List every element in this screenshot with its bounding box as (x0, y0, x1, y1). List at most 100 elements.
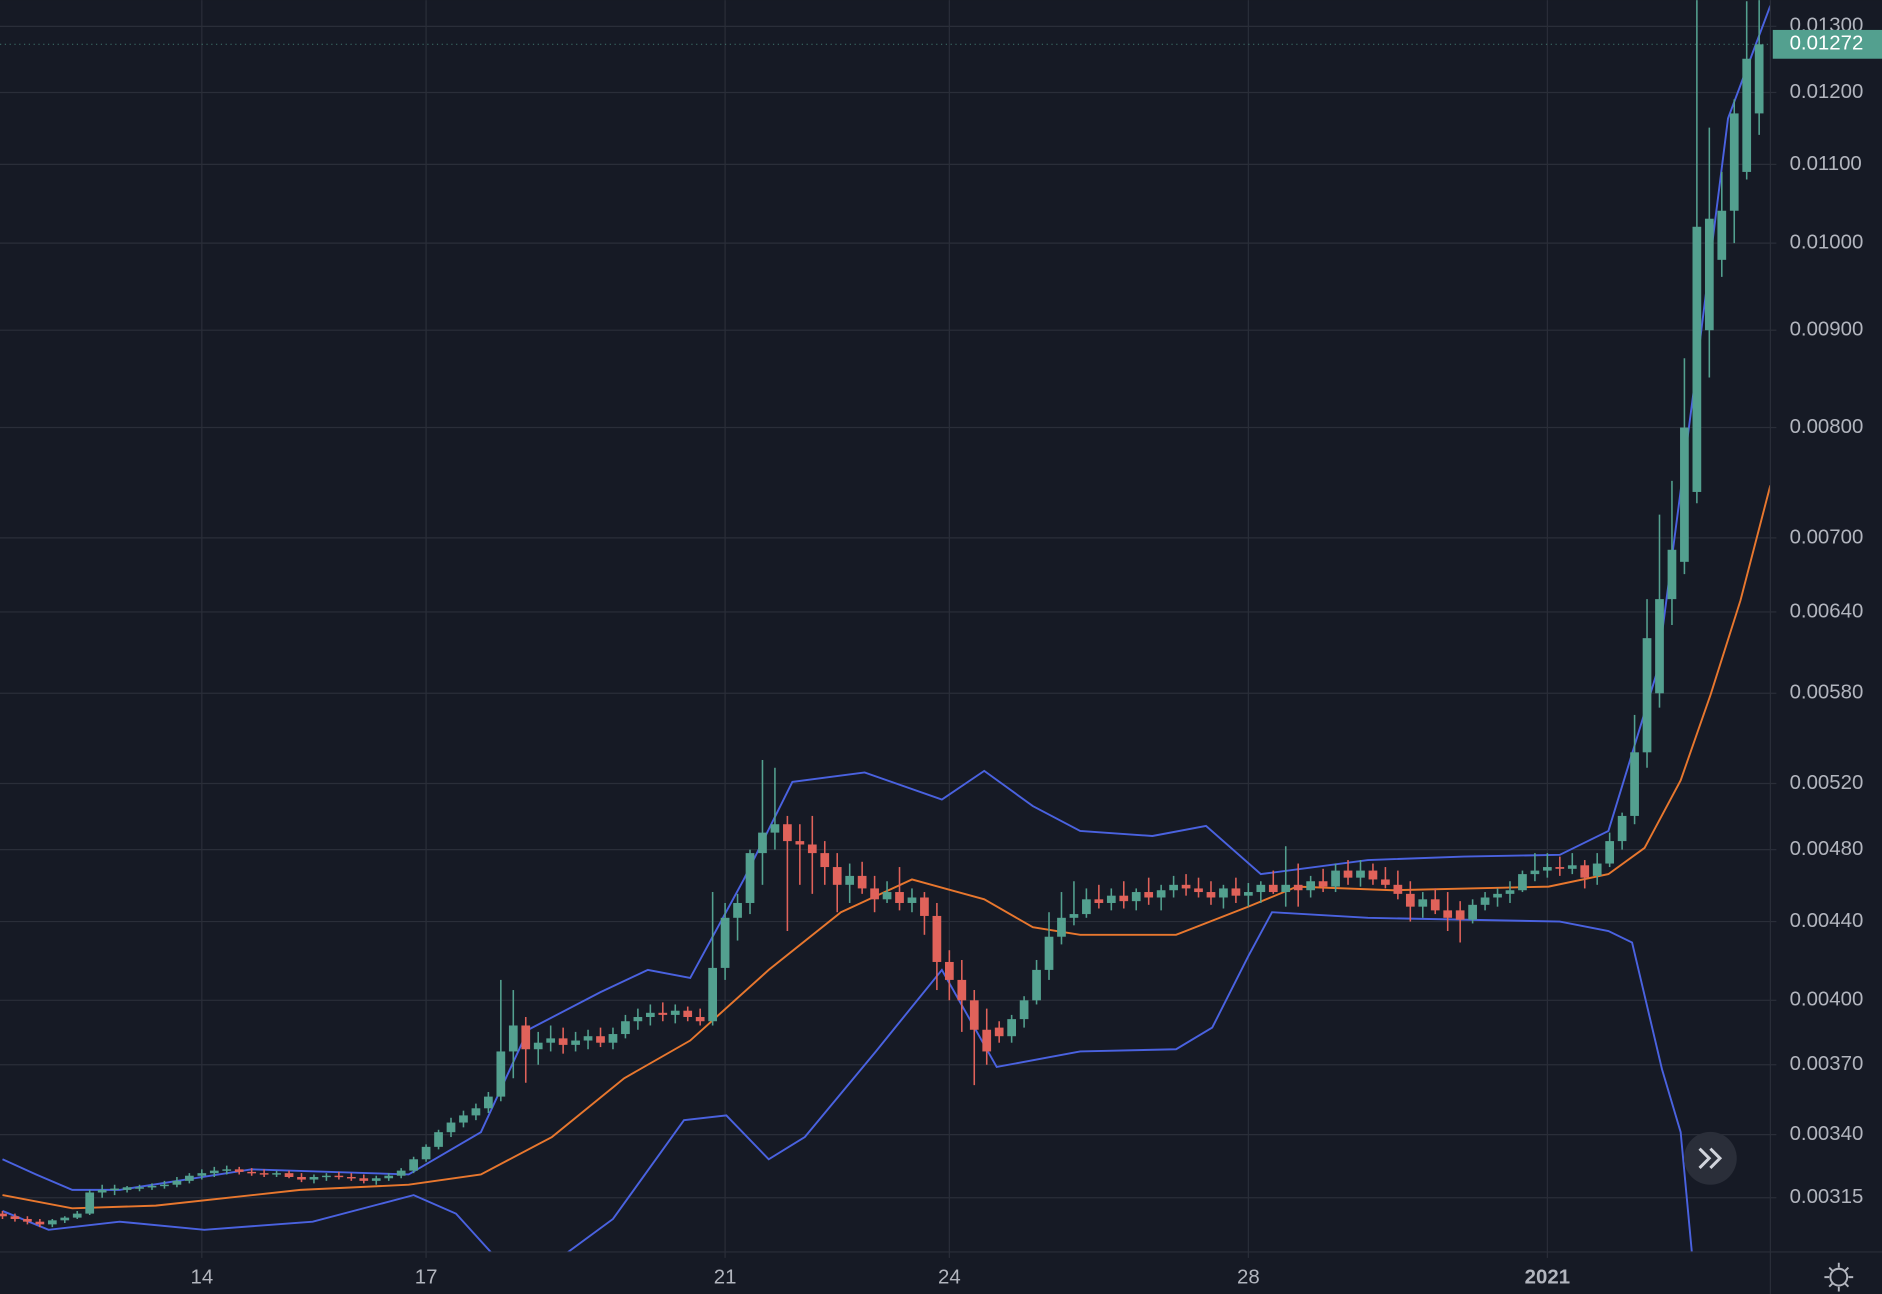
x-tick-label: 24 (938, 1267, 961, 1289)
candle-body (1032, 969, 1041, 1001)
candle-body (845, 875, 855, 885)
candle-body (1642, 638, 1652, 753)
candle-body (1480, 897, 1490, 905)
candle (1106, 888, 1116, 911)
candle-body (546, 1038, 556, 1043)
candle-body (1530, 870, 1540, 875)
candle (1381, 867, 1390, 889)
y-tick-label: 0.00640 (1790, 600, 1864, 622)
candle-body (1505, 890, 1515, 894)
candle (994, 1021, 1004, 1043)
settings-button[interactable] (1824, 1262, 1854, 1292)
candle-body (110, 1188, 119, 1191)
candle-body (1430, 899, 1440, 911)
candle (85, 1189, 95, 1215)
candle (907, 888, 917, 913)
candle (1044, 912, 1054, 980)
candle (1281, 846, 1291, 907)
candle (0, 1210, 7, 1219)
candle (1493, 888, 1502, 907)
candle (944, 950, 954, 1001)
candle (1293, 863, 1303, 907)
candle-body (209, 1170, 219, 1174)
candle-body (135, 1187, 144, 1189)
candle (621, 1014, 630, 1039)
candle (97, 1184, 107, 1198)
candle (284, 1170, 294, 1179)
candle-body (1418, 899, 1428, 907)
candle-body (1131, 892, 1141, 902)
candle (1032, 959, 1041, 1005)
gear-icon[interactable] (1829, 1267, 1849, 1287)
y-tick-label: 0.00370 (1790, 1053, 1864, 1075)
candle-body (185, 1175, 194, 1181)
candle-body (1219, 888, 1228, 898)
y-tick-label: 0.01100 (1790, 153, 1862, 175)
candle-body (1455, 910, 1465, 920)
candle (35, 1218, 45, 1228)
candle (957, 959, 967, 1032)
candle (322, 1173, 331, 1181)
candle (1306, 875, 1316, 898)
x-tick-label: 21 (714, 1267, 737, 1289)
candle-body (484, 1096, 493, 1109)
candle-body (745, 853, 755, 903)
candle (234, 1166, 244, 1175)
candle (346, 1173, 356, 1181)
candle (122, 1186, 132, 1193)
candle (932, 902, 942, 991)
candle-body (508, 1025, 518, 1052)
candle (1518, 870, 1527, 893)
candle (558, 1027, 568, 1054)
candle-body (322, 1175, 331, 1178)
candle-body (421, 1146, 431, 1160)
candle (1331, 863, 1340, 893)
candle-body (645, 1012, 655, 1018)
candle-body (1468, 904, 1477, 920)
candle (484, 1091, 493, 1114)
candle (1368, 863, 1378, 885)
candle (683, 1006, 693, 1022)
candle-body (72, 1213, 82, 1218)
candle (795, 824, 805, 885)
candle (882, 881, 892, 903)
candle (1642, 599, 1652, 768)
candle-body (758, 832, 767, 854)
candle-body (371, 1178, 381, 1181)
candle (1318, 868, 1328, 893)
candle-body (60, 1217, 70, 1221)
candle-body (1194, 888, 1203, 893)
candle-body (284, 1173, 294, 1177)
candle-body (471, 1108, 481, 1116)
candle-body (10, 1216, 20, 1219)
candle-body (259, 1173, 269, 1175)
candle (1555, 856, 1565, 876)
candle (658, 1002, 668, 1022)
candle (1243, 883, 1253, 907)
last-price-box (1772, 29, 1882, 59)
candle-body (1293, 884, 1303, 891)
candle-body (1019, 1000, 1029, 1020)
y-tick-label: 0.00700 (1790, 526, 1864, 548)
candle-body (47, 1220, 57, 1225)
candle (1468, 899, 1477, 924)
candle (160, 1180, 169, 1189)
candle (222, 1165, 232, 1175)
y-tick-label: 0.00315 (1790, 1186, 1864, 1208)
candle-body (1256, 884, 1266, 893)
candle (1717, 171, 1727, 277)
candle (1007, 1014, 1017, 1043)
candle-body (434, 1132, 443, 1147)
candle (1480, 892, 1490, 911)
candle-body (807, 844, 817, 854)
candle (770, 767, 780, 850)
candle-body (160, 1184, 169, 1187)
axes: 0.013000.012000.011000.010000.009000.008… (190, 15, 1882, 1289)
candle (1655, 514, 1664, 708)
candle (434, 1129, 443, 1150)
scroll-to-latest-button[interactable] (1683, 1131, 1737, 1185)
x-tick-label: 28 (1237, 1267, 1260, 1289)
candle (259, 1169, 269, 1177)
candle-body (1555, 867, 1565, 869)
